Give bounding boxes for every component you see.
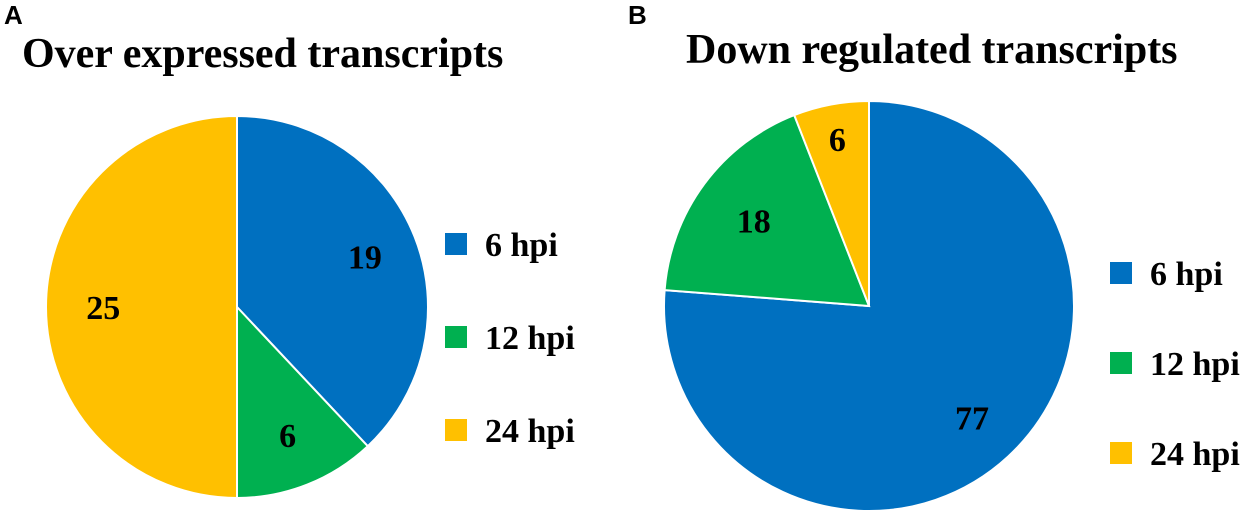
chart-title: Over expressed transcripts [22,31,504,77]
pie-slice-24-hpi [792,99,870,307]
legend-swatch [445,233,467,255]
slice-value-label: 18 [737,204,771,241]
panel-letter: B [628,0,647,30]
panel-letter: A [4,0,23,30]
legend-label: 24 hpi [1150,436,1240,473]
legend-label: 6 hpi [485,227,558,264]
slice-value-label: 77 [955,400,989,437]
legend-swatch [1110,442,1132,464]
chart-title: Down regulated transcripts [686,27,1178,73]
legend-swatch [445,419,467,441]
legend-label: 6 hpi [1150,256,1223,293]
legend-swatch [1110,352,1132,374]
legend-swatch [445,326,467,348]
pie-slice-12-hpi [236,304,370,500]
pie-slice-6-hpi [236,114,429,448]
chart-panel-b: B Down regulated transcripts 77 18 6 6 hpi 1… [623,0,1247,517]
slice-value-label: 25 [86,290,120,327]
pie-slice-24-hpi [45,114,238,500]
pie-chart-b: 77 18 6 6 hpi 12 hpi 24 hpi [663,99,1240,512]
legend-label: 12 hpi [485,320,575,357]
slice-value-label: 6 [829,122,846,159]
chart-panel-a: A Over expressed transcripts 19 6 25 6 hpi 1… [0,0,623,517]
slice-value-label: 6 [279,418,296,455]
pie-chart-a: 19 6 25 6 hpi 12 hpi 24 hpi [45,114,575,500]
legend-label: 12 hpi [1150,346,1240,383]
pie-slice-12-hpi [663,113,871,308]
legend-label: 24 hpi [485,413,575,450]
slice-value-label: 19 [348,239,382,276]
legend-swatch [1110,262,1132,284]
